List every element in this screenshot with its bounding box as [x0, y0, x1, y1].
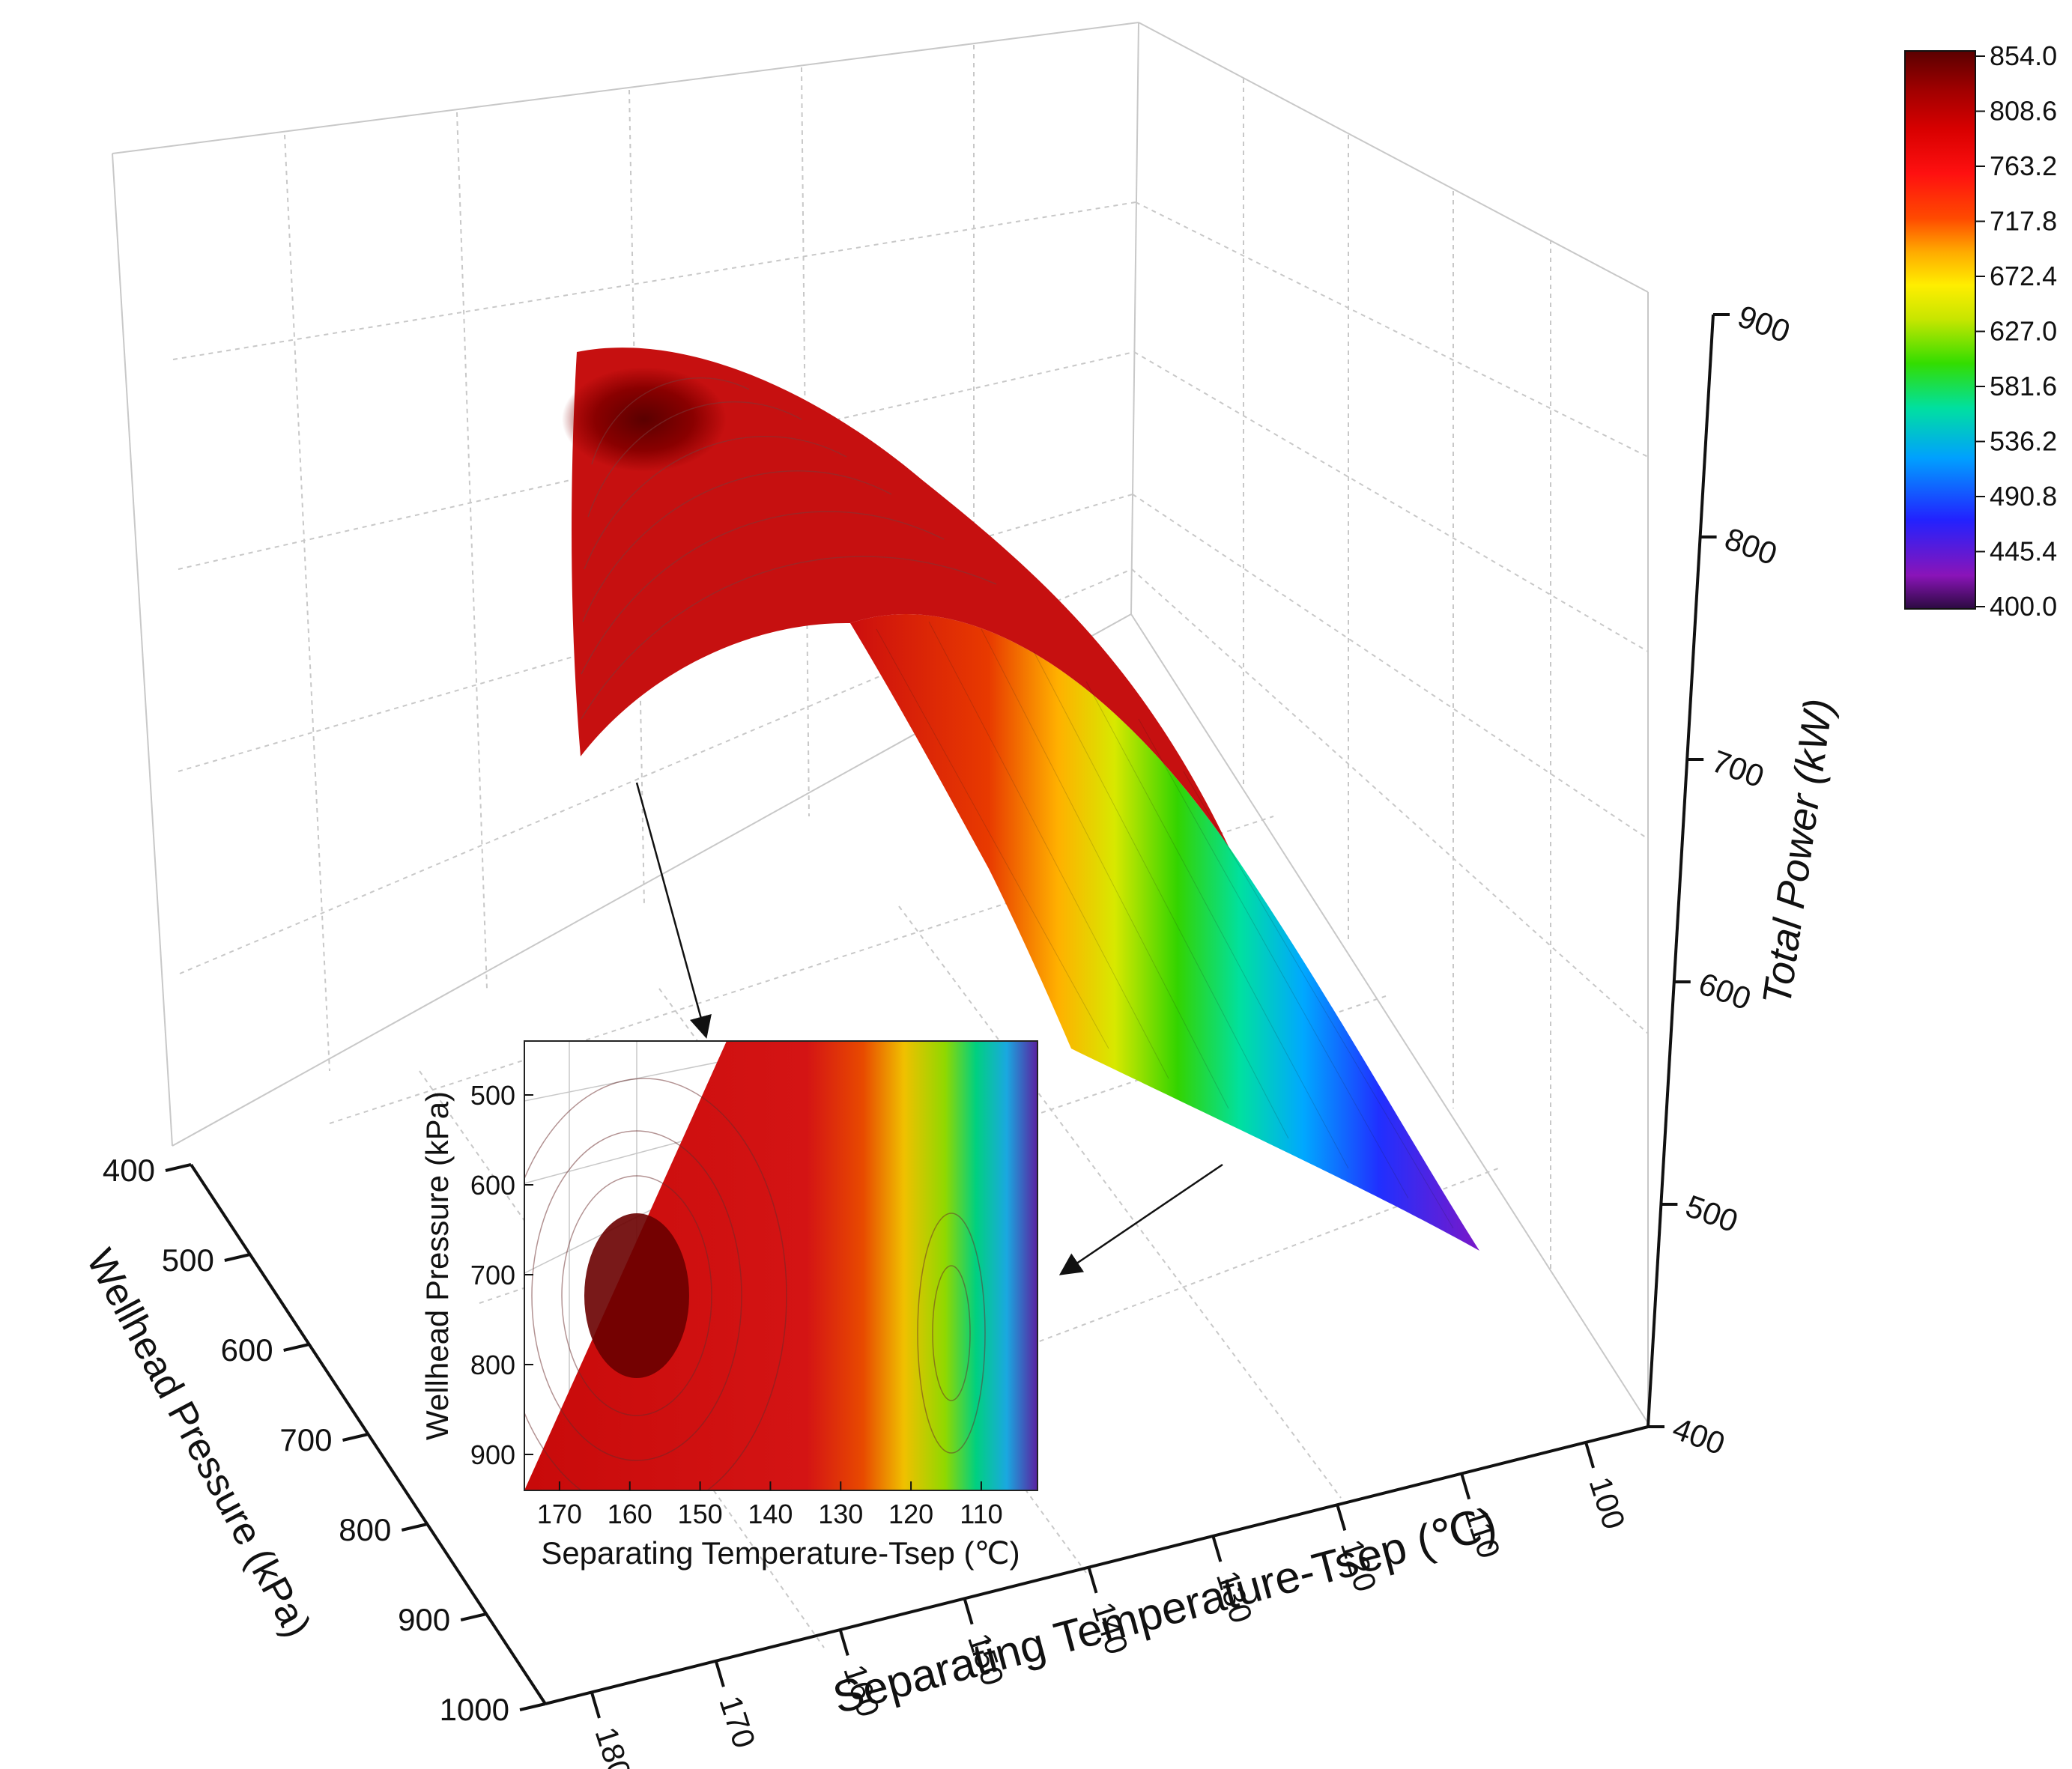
colorbar-tick-label: 808.6	[1990, 96, 2057, 127]
inset-x-tick-label: 150	[678, 1499, 723, 1529]
colorbar-gradient	[1904, 50, 1976, 610]
arrow-to-inset-left	[635, 782, 712, 1039]
x-tick-label: 170	[712, 1691, 762, 1752]
y-tick-label: 400	[103, 1153, 155, 1188]
inset-contour-lines	[524, 1078, 986, 1490]
y-axis-ticks: 400 500 600 700 800 900 1000	[103, 1153, 546, 1727]
y-tick-mark	[460, 1612, 487, 1621]
inset-x-tick-label: 160	[608, 1499, 652, 1529]
inset-x-tick-label: 120	[888, 1499, 933, 1529]
x-tick-mark	[838, 1629, 849, 1657]
inset-x-tick-label: 110	[960, 1499, 1002, 1529]
colorbar-tick-label: 536.2	[1990, 426, 2057, 457]
x-tick-mark	[714, 1660, 725, 1687]
colorbar-tick-label: 672.4	[1990, 261, 2057, 291]
x-tick-label: 180	[588, 1723, 637, 1769]
inset-x-tick-label: 170	[537, 1499, 582, 1529]
inset-y-axis: 500 600 700 800 900	[470, 1080, 533, 1470]
y-tick-mark	[224, 1253, 251, 1262]
annotation-arrows	[635, 782, 1223, 1275]
y-tick-label: 600	[221, 1332, 273, 1368]
surface-contours	[581, 377, 997, 720]
inset-contour-plot: 500 600 700 800 900 170 160 150 140 130 120 110 Se…	[419, 1040, 1038, 1571]
surface-left-sheet	[572, 348, 1229, 847]
inset-x-tick-label: 130	[818, 1499, 863, 1529]
colorbar-tick-label: 717.8	[1990, 206, 2057, 237]
y-tick-label: 900	[398, 1602, 450, 1637]
colorbar-tick-label: 763.2	[1990, 151, 2057, 181]
z-tick-label: 700	[1707, 743, 1769, 794]
inset-x-axis: 170 160 150 140 130 120 110	[537, 1481, 1003, 1529]
x-axis-line	[545, 1425, 1649, 1705]
colorbar-tick-label: 854.0	[1990, 40, 2057, 71]
y-tick-label: 800	[339, 1512, 391, 1547]
colorbar-tick-label: 581.6	[1990, 371, 2057, 401]
x-tick-mark	[590, 1692, 601, 1719]
surface-3d	[562, 348, 1479, 1251]
surface-bands	[876, 621, 1454, 1229]
inset-y-axis-title: Wellhead Pressure (kPa)	[419, 1091, 455, 1440]
x-tick-mark	[1087, 1567, 1098, 1594]
surface-peak	[562, 367, 727, 472]
x-tick-label: 100	[1582, 1472, 1632, 1533]
inset-max-region	[584, 1213, 689, 1378]
y-tick-mark	[342, 1433, 369, 1442]
colorbar-ticks: 854.0 808.6 763.2 717.8 672.4 627.0 581.6 536.2…	[1975, 40, 2057, 622]
colorbar: 854.0 808.6 763.2 717.8 672.4 627.0 581.6 536.2…	[1904, 40, 2057, 622]
x-tick-mark	[1584, 1442, 1595, 1469]
z-axis-line	[1647, 314, 1715, 1427]
y-tick-label: 1000	[440, 1692, 509, 1727]
colorbar-tick-label: 627.0	[1990, 316, 2057, 347]
x-tick-mark	[1460, 1473, 1471, 1500]
y-tick-mark	[519, 1702, 546, 1711]
y-tick-mark	[165, 1163, 192, 1172]
x-tick-mark	[1211, 1535, 1223, 1562]
colorbar-tick-label: 445.4	[1990, 536, 2057, 567]
y-tick-mark	[401, 1523, 428, 1532]
z-tick-label: 500	[1681, 1188, 1742, 1239]
y-tick-label: 500	[162, 1242, 214, 1278]
x-axis-title: Separating Temperature-Tsep (℃)	[828, 1498, 1502, 1723]
inset-filled-contour	[524, 1041, 1037, 1490]
inset-y-tick-label: 700	[470, 1260, 515, 1290]
z-tick-label: 800	[1721, 521, 1782, 571]
inset-y-tick-label: 500	[470, 1080, 515, 1111]
inset-y-tick-label: 600	[470, 1170, 515, 1201]
colorbar-tick-label: 400.0	[1990, 591, 2057, 622]
y-tick-mark	[283, 1343, 310, 1352]
y-tick-label: 700	[279, 1422, 332, 1457]
inset-y-tick-label: 900	[470, 1439, 515, 1470]
x-tick-mark	[1336, 1504, 1347, 1531]
surface-right-sheet	[850, 613, 1479, 1251]
z-axis-title: Total Power (kW)	[1754, 696, 1842, 1007]
z-tick-label: 600	[1694, 965, 1756, 1016]
inset-x-tick-label: 140	[748, 1499, 793, 1529]
z-tick-label: 400	[1668, 1410, 1730, 1461]
arrow-to-inset-right	[1058, 1163, 1223, 1275]
inset-y-tick-label: 800	[470, 1350, 515, 1380]
x-tick-mark	[963, 1598, 974, 1625]
inset-x-axis-title: Separating Temperature-Tsep (℃)	[541, 1535, 1020, 1571]
colorbar-tick-label: 490.8	[1990, 481, 2057, 512]
z-tick-label: 900	[1733, 298, 1795, 349]
